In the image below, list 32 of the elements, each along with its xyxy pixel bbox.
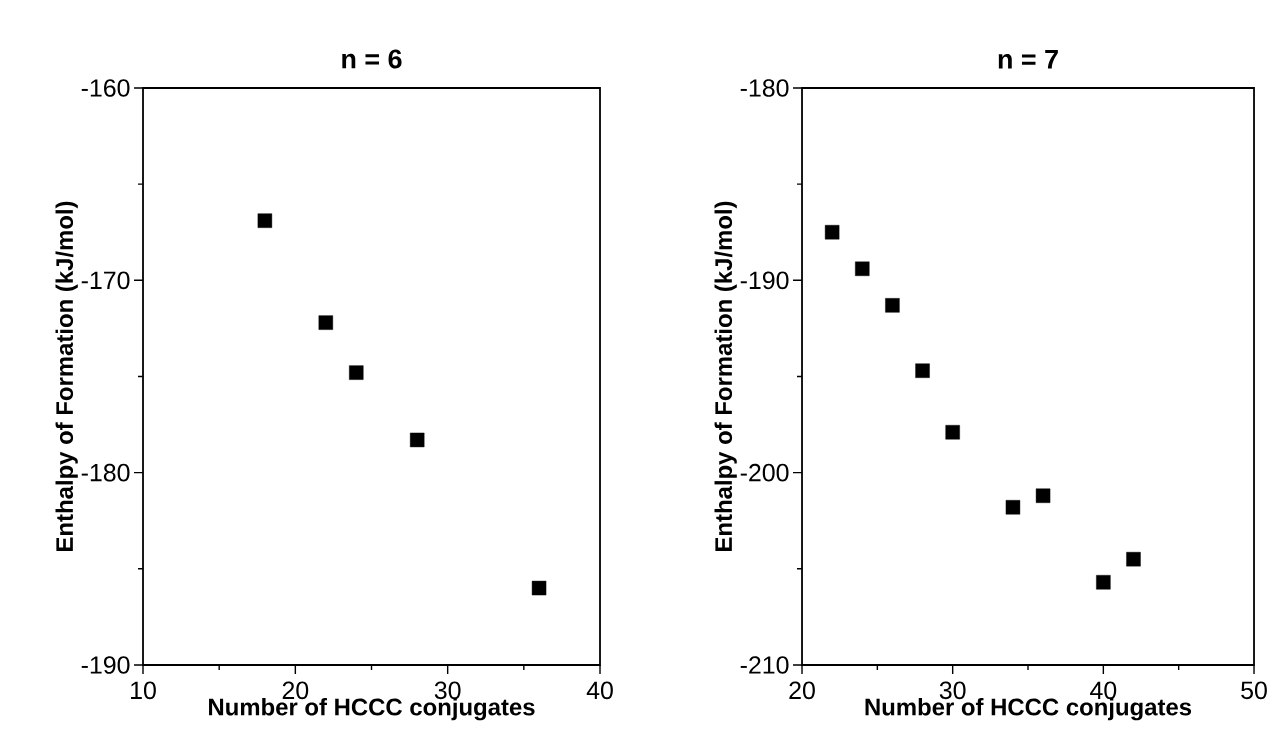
point [318,315,334,330]
x-tick-label: 20 [789,681,815,700]
point [885,298,900,313]
point [1005,500,1021,515]
point [531,580,547,596]
y-tick-label: -190 [740,271,789,290]
point [1035,488,1051,503]
point [915,363,930,378]
point [1096,575,1111,590]
y-tick-label: -180 [81,463,130,482]
x-tick-label: 50 [1241,681,1267,700]
point [1126,552,1141,567]
x-tick-label: 10 [131,681,156,700]
chart-title: n = 7 [998,49,1058,69]
x-tick-label: 40 [586,681,613,700]
y-axis-title: Enthalpy of Formation (kJ/mol) [714,201,737,551]
y-axis-title: Enthalpy of Formation (kJ/mol) [55,201,78,551]
point [855,261,870,276]
point [410,432,425,448]
point [945,425,960,440]
y-tick-label: -200 [740,463,789,482]
point [257,213,273,228]
x-tick-label: 40 [1090,681,1117,700]
y-tick-label: -170 [81,271,130,290]
y-tick-label: -190 [81,656,130,674]
point [349,365,364,380]
x-tick-label: 30 [434,681,461,700]
chart-title: n = 6 [342,49,402,69]
y-tick-label: -180 [740,79,789,97]
y-tick-label: -160 [81,79,130,97]
point [824,225,840,240]
y-tick-label: -210 [740,656,789,674]
